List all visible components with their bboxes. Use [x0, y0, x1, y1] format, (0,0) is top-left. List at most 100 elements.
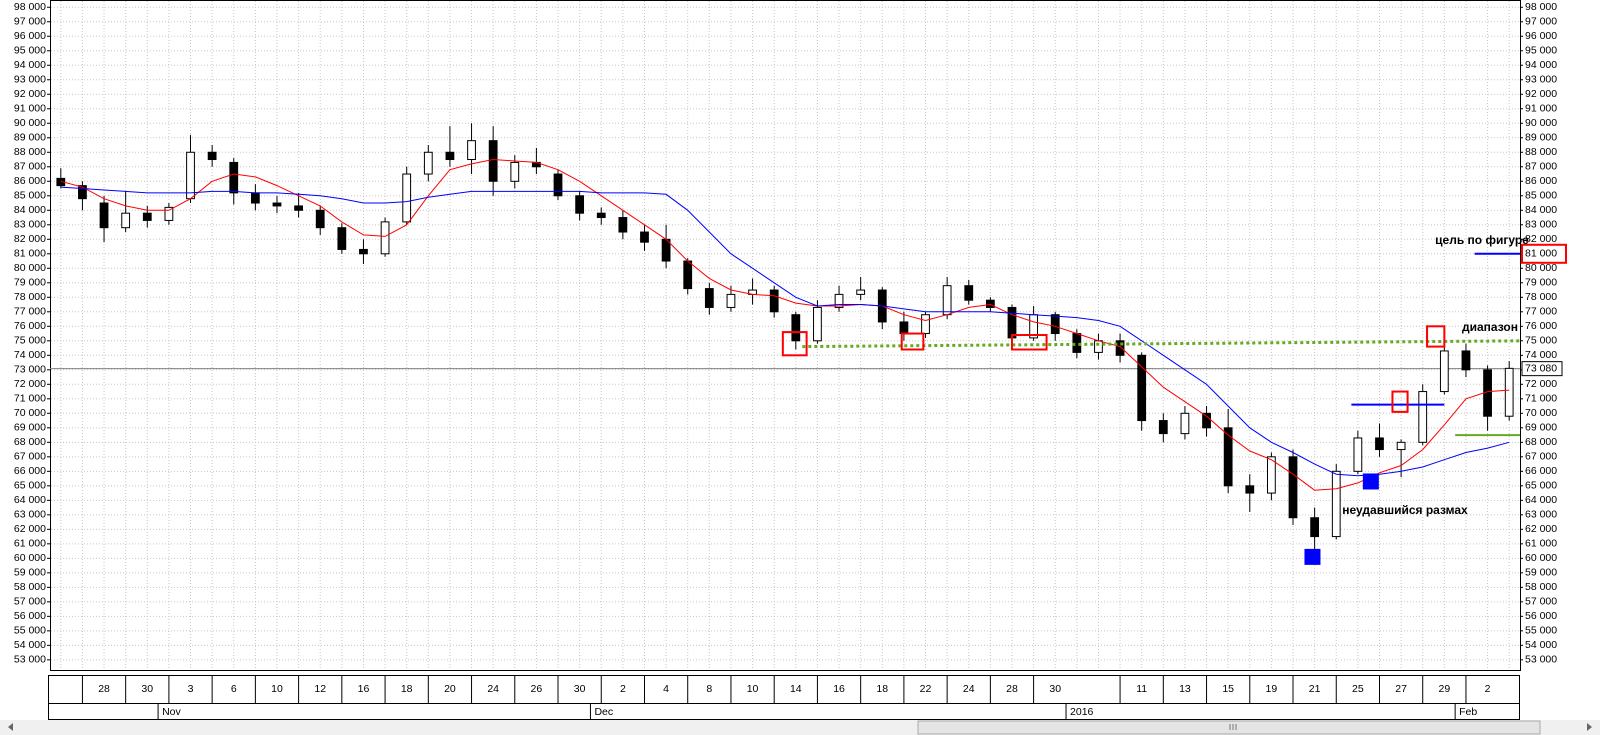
y2-tick-label: 80 000	[1525, 262, 1557, 274]
candle-body	[596, 212, 606, 219]
y2-tick-label: 76 000	[1525, 320, 1557, 332]
candle-body	[985, 299, 995, 308]
y-tick-label: 69 000	[14, 422, 46, 434]
x-tick-label: 10	[271, 683, 283, 695]
scroll-right[interactable]	[1587, 723, 1592, 731]
candle-body	[683, 260, 693, 290]
y2-tick-label: 88 000	[1525, 146, 1557, 158]
annotation: неудавшийся размах	[1342, 503, 1468, 517]
y-tick-label: 63 000	[14, 509, 46, 521]
x-tick-label: 11	[1136, 683, 1147, 695]
candle-body	[402, 173, 412, 223]
drawing-marker	[1304, 548, 1321, 565]
candle-body	[78, 185, 87, 200]
x-tick-label: 29	[1438, 683, 1450, 695]
scrollbar-grip	[1229, 724, 1237, 730]
y2-tick-label: 64 000	[1525, 494, 1557, 506]
candle-body	[1461, 350, 1471, 371]
y-tick-label: 93 000	[14, 74, 46, 86]
x-axis-frame	[48, 675, 1520, 720]
candle-body	[359, 248, 368, 255]
y-tick-label: 74 000	[14, 349, 46, 361]
candle-body	[1439, 350, 1449, 393]
y-tick-label: 95 000	[14, 45, 46, 57]
candle-body	[856, 289, 866, 295]
candle-body	[294, 205, 303, 211]
y-tick-label: 91 000	[14, 103, 46, 115]
candle-body	[575, 195, 585, 214]
y2-tick-label: 66 000	[1525, 465, 1557, 477]
y2-tick-label: 96 000	[1525, 30, 1557, 42]
y-tick-label: 90 000	[14, 117, 46, 129]
y-tick-label: 79 000	[14, 277, 46, 289]
y-tick-label: 85 000	[14, 190, 46, 202]
candle-body	[1310, 517, 1320, 538]
x-tick-label: 22	[920, 683, 932, 695]
x-tick-label: 18	[401, 683, 413, 695]
x-tick-label: 4	[663, 683, 669, 695]
candle-body	[964, 285, 974, 301]
y2-tick-label: 61 000	[1525, 538, 1557, 550]
x-tick-label: 21	[1309, 683, 1321, 695]
annotation: цель по фигуре	[1435, 233, 1529, 247]
y2-tick-label: 59 000	[1525, 567, 1557, 579]
y2-tick-label: 56 000	[1525, 610, 1557, 622]
y2-tick-label: 57 000	[1525, 596, 1557, 608]
x-tick-label: 12	[314, 683, 326, 695]
y2-tick-label: 72 000	[1525, 378, 1557, 390]
candle-body	[1007, 306, 1017, 339]
y2-tick-label: 81 000	[1525, 248, 1557, 260]
scroll-left[interactable]	[8, 723, 13, 731]
candle-body	[121, 212, 131, 229]
y2-tick-label: 87 000	[1525, 161, 1557, 173]
y-tick-label: 84 000	[14, 204, 46, 216]
candle-body	[380, 221, 390, 255]
candle-body	[1331, 470, 1341, 538]
y-tick-label: 83 000	[14, 219, 46, 231]
y-tick-label: 76 000	[14, 320, 46, 332]
candle-body	[1180, 412, 1190, 435]
x-tick-label: 28	[1006, 683, 1018, 695]
y-tick-label: 72 000	[14, 378, 46, 390]
plot-frame	[50, 0, 1521, 671]
x-tick-label: 30	[1049, 683, 1061, 695]
y-tick-label: 59 000	[14, 567, 46, 579]
x-tick-label: 25	[1352, 683, 1364, 695]
y2-tick-label: 82 000	[1525, 233, 1557, 245]
y2-tick-label: 78 000	[1525, 291, 1557, 303]
y-tick-label: 70 000	[14, 407, 46, 419]
ma-line	[60, 158, 1510, 491]
y2-tick-label: 53 000	[1525, 654, 1557, 666]
candle-body	[207, 151, 217, 161]
y2-tick-label: 58 000	[1525, 581, 1557, 593]
x-tick-label: 30	[574, 683, 586, 695]
candle-body	[813, 306, 822, 342]
y-tick-label: 96 000	[14, 30, 46, 42]
x-tick-label: 30	[141, 683, 153, 695]
candle-body	[1418, 391, 1428, 443]
y2-tick-label: 85 000	[1525, 190, 1557, 202]
candle-body	[791, 314, 801, 342]
x-tick-label: 27	[1395, 683, 1407, 695]
annotation: диапазон	[1462, 320, 1518, 334]
candle-body	[142, 212, 152, 221]
y-tick-label: 65 000	[14, 480, 46, 492]
candle-body	[1115, 340, 1125, 356]
x-tick-label: 28	[98, 683, 110, 695]
y2-tick-label: 94 000	[1525, 59, 1557, 71]
y-tick-label: 66 000	[14, 465, 46, 477]
candle-body	[1223, 427, 1233, 487]
scrollbar-thumb[interactable]	[917, 720, 1541, 735]
candle-body	[618, 217, 628, 233]
y-tick-label: 55 000	[14, 625, 46, 637]
y2-tick-label: 89 000	[1525, 132, 1557, 144]
candle-body	[1094, 340, 1103, 353]
candle-body	[510, 161, 520, 182]
y2-tick-label: 68 000	[1525, 436, 1557, 448]
candle-body	[250, 192, 260, 204]
candle-body	[164, 206, 174, 221]
candle-body	[186, 151, 195, 200]
x-tick-label: 24	[487, 683, 499, 695]
candle-body	[921, 314, 930, 335]
x-tick-label: 14	[790, 683, 802, 695]
